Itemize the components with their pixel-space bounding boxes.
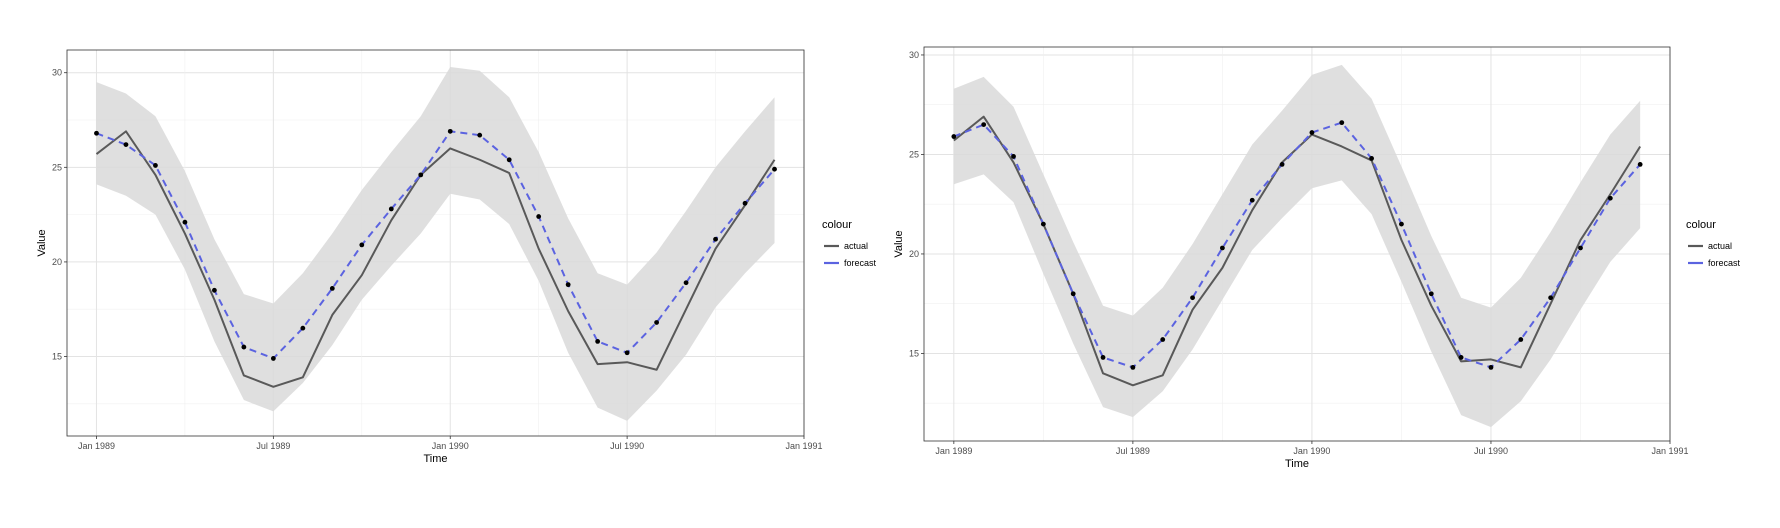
x-tick-label: Jul 1989 [1116, 446, 1150, 456]
data-point [153, 163, 158, 168]
legend-title: colour [822, 219, 852, 231]
y-tick-label: 20 [52, 257, 62, 267]
data-point [683, 280, 689, 286]
data-point [1070, 291, 1076, 297]
data-point [506, 157, 512, 163]
x-tick-label: Jul 1989 [256, 441, 290, 451]
panel-border [66, 49, 805, 437]
confidence-ribbon [953, 64, 1641, 428]
y-tick-label: 15 [52, 352, 62, 362]
x-axis-title: Time [1285, 458, 1309, 470]
data-point [241, 344, 247, 350]
x-tick-label: Jan 1991 [1651, 446, 1688, 456]
legend-label-actual: actual [844, 241, 868, 251]
legend-label-forecast: forecast [844, 258, 877, 268]
data-point [772, 166, 777, 172]
data-point [300, 325, 306, 331]
forecast-points [94, 128, 777, 361]
data-point [1637, 162, 1643, 167]
data-point [1040, 221, 1046, 227]
data-point [270, 356, 276, 361]
x-tick-label: Jan 1989 [78, 441, 115, 451]
data-point [1190, 295, 1195, 301]
data-point [981, 122, 987, 128]
y-tick-label: 25 [909, 149, 919, 159]
chart-panel-2: 15 20 25 30 Jan 1989 Jul 1989 Jan 1990 Jul 1990… [893, 46, 1741, 470]
data-point [123, 142, 129, 148]
panel-border [923, 46, 1671, 442]
data-point [1548, 295, 1554, 301]
data-point [1309, 130, 1315, 135]
data-point [1578, 245, 1583, 251]
data-point [1488, 364, 1494, 370]
series-line-forecast [953, 121, 1641, 369]
y-axis-title: Value [893, 230, 905, 257]
data-point [1458, 355, 1464, 360]
data-point [1339, 120, 1345, 126]
data-point [951, 134, 957, 139]
x-tick-label: Jan 1990 [432, 441, 469, 451]
legend-label-forecast: forecast [1708, 258, 1741, 268]
data-point [477, 132, 483, 138]
x-tick-label: Jul 1990 [610, 441, 644, 451]
data-point [1160, 337, 1166, 342]
x-axis-title: Time [423, 453, 447, 465]
data-point [212, 287, 217, 293]
data-point [182, 219, 188, 225]
x-tick-label: Jan 1989 [935, 446, 972, 456]
chart-panel-1: 15 20 25 30 Jan 1989 Jul 1989 Jan 1990 Jul 1990… [36, 49, 877, 465]
data-point [1607, 195, 1613, 201]
data-point [1011, 154, 1016, 159]
x-tick-label: Jan 1990 [1293, 446, 1330, 456]
y-tick-label: 30 [52, 68, 62, 78]
data-point [1369, 156, 1374, 161]
data-point [1279, 162, 1285, 167]
legend-label-actual: actual [1708, 241, 1732, 251]
data-point [418, 172, 424, 178]
data-point [1518, 337, 1524, 342]
data-point [1428, 291, 1434, 297]
series-line-actual [95, 130, 776, 388]
data-point [447, 128, 453, 134]
data-point [595, 338, 601, 344]
data-point [742, 200, 748, 206]
data-point [1130, 364, 1136, 370]
series-line-forecast [96, 130, 776, 360]
data-point [329, 286, 335, 291]
legend: colour actual forecast [1686, 219, 1741, 268]
y-tick-label: 15 [909, 348, 919, 358]
data-point [359, 242, 365, 248]
data-point [565, 282, 571, 288]
y-tick-label: 20 [909, 249, 919, 259]
legend-title: colour [1686, 219, 1716, 231]
x-tick-label: Jan 1991 [785, 441, 822, 451]
x-tick-label: Jul 1990 [1474, 446, 1508, 456]
y-tick-label: 30 [909, 50, 919, 60]
y-tick-label: 25 [52, 162, 62, 172]
data-point [1399, 221, 1404, 227]
data-point [654, 320, 659, 325]
data-point [713, 236, 718, 242]
data-point [1249, 197, 1255, 203]
forecast-points [951, 120, 1643, 370]
legend: colour actual forecast [822, 219, 877, 268]
data-point [1100, 355, 1106, 360]
data-point [388, 206, 394, 212]
data-point [1220, 245, 1225, 251]
y-axis-title: Value [36, 229, 48, 256]
data-point [624, 350, 630, 356]
data-point [94, 130, 99, 136]
data-point [536, 214, 542, 219]
confidence-ribbon [96, 67, 775, 421]
